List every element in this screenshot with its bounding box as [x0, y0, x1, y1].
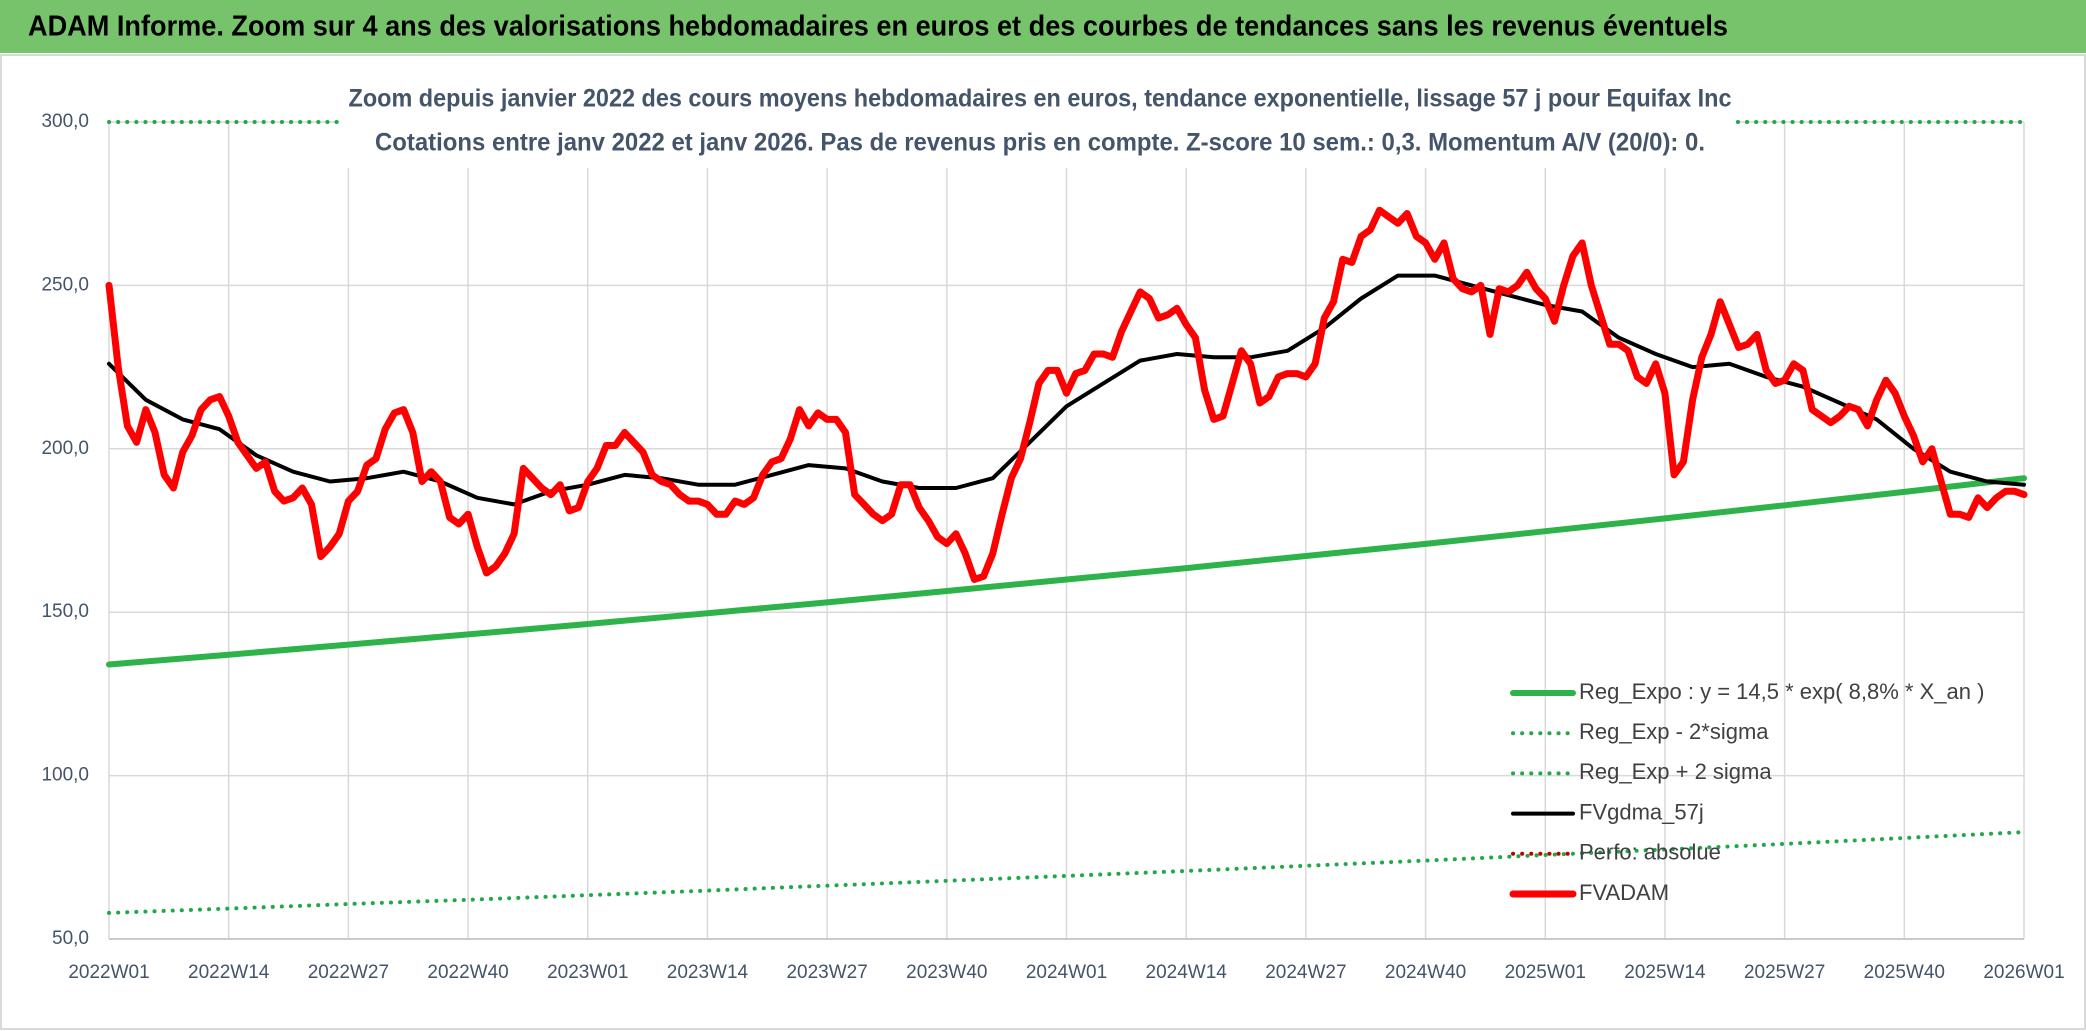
x-tick-label: 2025W01	[1505, 962, 1586, 983]
x-tick-label: 2025W27	[1744, 962, 1825, 983]
series-line	[107, 830, 2026, 915]
x-tick-label: 2024W40	[1385, 962, 1466, 983]
y-tick-label: 150,0	[41, 601, 89, 622]
x-tick-label: 2023W14	[667, 962, 749, 983]
x-tick-label: 2024W27	[1265, 962, 1346, 983]
series-line	[105, 206, 2028, 583]
y-tick-label: 200,0	[41, 438, 89, 459]
legend-label: Reg_Exp + 2 sigma	[1579, 759, 1772, 784]
x-tick-label: 2022W27	[308, 962, 389, 983]
y-tick-label: 50,0	[52, 928, 89, 949]
x-tick-label: 2023W27	[786, 962, 867, 983]
subtitle: Cotations entre janv 2022 et janv 2026. …	[375, 129, 1705, 157]
x-tick-label: 2024W01	[1026, 962, 1107, 983]
x-tick-label: 2022W01	[68, 962, 149, 983]
x-tick-label: 2022W14	[188, 962, 270, 983]
x-tick-label: 2022W40	[427, 962, 508, 983]
legend: Reg_Expo : y = 14,5 * exp( 8,8% * X_an )…	[1509, 679, 1984, 905]
chart-frame	[0, 54, 2086, 1030]
y-tick-label: 300,0	[41, 111, 89, 132]
chart-title: ADAM Informe. Zoom sur 4 ans des valoris…	[28, 11, 1728, 43]
x-tick-label: 2024W14	[1146, 962, 1228, 983]
y-tick-label: 250,0	[41, 274, 89, 295]
subtitle-box	[339, 80, 1736, 168]
y-tick-label: 100,0	[41, 765, 89, 786]
legend-label: FVADAM	[1579, 880, 1669, 905]
legend-label: FVgdma_57j	[1579, 799, 1704, 824]
series-line	[106, 475, 2027, 668]
subtitle: Zoom depuis janvier 2022 des cours moyen…	[349, 85, 1732, 113]
legend-label: Reg_Expo : y = 14,5 * exp( 8,8% * X_an )	[1579, 679, 1984, 704]
x-tick-label: 2025W14	[1624, 962, 1706, 983]
x-tick-label: 2023W01	[547, 962, 628, 983]
legend-label: Reg_Exp - 2*sigma	[1579, 719, 1769, 744]
x-tick-label: 2023W40	[906, 962, 987, 983]
x-tick-label: 2026W01	[1983, 962, 2064, 983]
legend-label: Perfo: absolue	[1579, 840, 1721, 865]
title-banner	[0, 0, 2086, 53]
x-tick-label: 2025W40	[1864, 962, 1945, 983]
